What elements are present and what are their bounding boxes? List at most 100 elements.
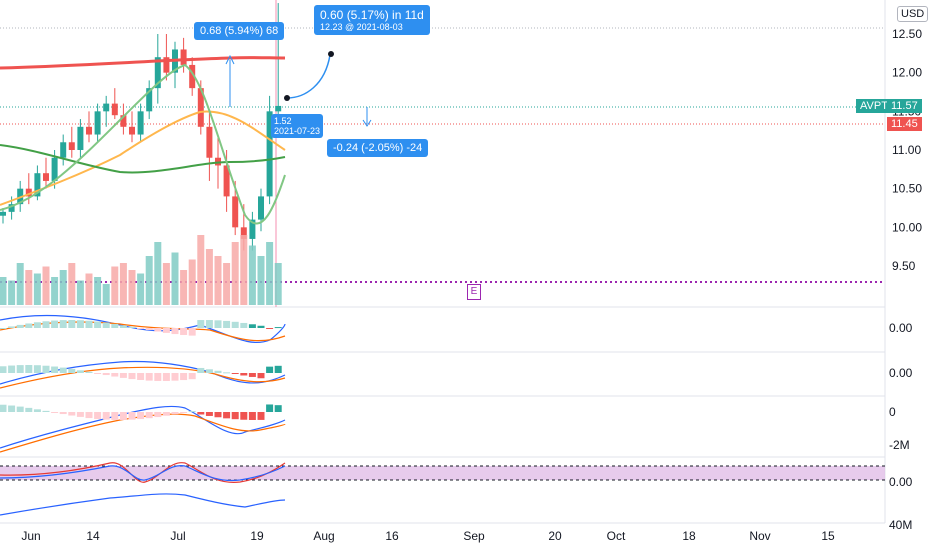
volume-bar [94,277,102,305]
histogram-bar [102,412,110,420]
histogram-bar [119,412,127,420]
histogram-bar [231,321,239,328]
histogram-bar [171,373,179,381]
histogram-bar [162,412,170,416]
histogram-bar [85,412,93,419]
time-tick-label: Sep [463,529,485,543]
symbol-label: AVPT [860,100,888,112]
indicator-tick-label: 0.00 [889,475,913,489]
histogram-bar [8,405,16,412]
ma-red-line [0,56,286,70]
volume-bar [197,235,205,305]
histogram-bar [266,366,274,373]
histogram-bar [0,366,7,373]
histogram-bar [205,412,213,416]
histogram-bar [16,365,24,373]
volume-bar [205,249,213,305]
candle [94,103,101,143]
ma-orange-line [0,110,286,206]
histogram-bar [248,373,256,377]
histogram-bar [33,322,41,328]
time-axis[interactable]: Jun 14 Jul 19 Aug 16 Sep 20 Oct 18 Nov 15 [21,529,835,543]
time-tick-label: 15 [821,529,835,543]
volume-bar [171,252,179,305]
histogram-bar [214,412,222,418]
candle [189,57,196,96]
histogram-bar [59,320,67,328]
histogram-bar [266,404,274,412]
crosshair-line1: 1.52 [274,116,292,126]
time-tick-label: 20 [548,529,562,543]
volume-bar [76,280,84,305]
histogram-bar [85,320,93,328]
histogram-bar [51,320,59,328]
histogram-bar [111,373,119,377]
time-tick-label: Nov [749,529,770,543]
volume-bar [180,270,188,305]
candle [206,111,213,181]
crosshair-label: 1.52 2021-07-23 [271,114,324,138]
volume-bar [128,270,136,305]
volume-bar [248,245,256,305]
volume-bar [111,266,119,305]
histogram-bar [25,323,33,328]
crosshair-line2: 2021-07-23 [274,126,321,136]
candle [163,34,170,81]
rsi-band [0,466,885,480]
volume-bar [240,235,248,305]
histogram-bar [188,328,196,336]
histogram-bar [257,325,265,328]
volume-bar [8,280,16,305]
time-tick-label: 19 [250,529,264,543]
candle [129,111,135,143]
macd-histograms [0,320,282,420]
histogram-bar [145,412,153,419]
histogram-bar [42,365,50,373]
currency-label[interactable]: USD [897,6,929,22]
earnings-marker[interactable]: E [467,284,481,300]
candle [43,157,49,189]
measure-up-line1: 0.60 (5.17%) in 11d [320,8,424,22]
volume-bar [266,242,274,305]
secondary-price-tag: 11.45 [887,117,922,131]
histogram-bar [85,371,93,373]
price-tick-label: 12.00 [892,66,922,80]
histogram-bar [180,373,188,381]
time-tick-label: Jul [170,529,185,543]
volume-bar [188,259,196,305]
candle [86,111,92,143]
indicator-tick-label: 0.00 [889,321,913,335]
histogram-bar [137,412,145,420]
histogram-bar [102,373,110,376]
histogram-bar [257,412,265,420]
histogram-bar [231,373,239,374]
volume-ma-line [0,493,286,516]
measure-up-line2: 12.23 @ 2021-08-03 [320,22,403,32]
histogram-bar [180,412,188,413]
candle [103,95,110,127]
candle [60,134,67,166]
time-tick-label: 14 [86,529,100,543]
histogram-bar [51,412,59,413]
histogram-bar [16,324,24,328]
candle [120,103,127,135]
histogram-bar [128,373,136,380]
histogram-bar [257,373,265,379]
histogram-bar [180,328,188,335]
candle [249,211,256,251]
candlestick-series [0,3,282,251]
macd-pane-3 [0,405,286,453]
rsi-line-2 [0,465,286,482]
histogram-bar [137,328,145,329]
histogram-bar [51,366,59,373]
histogram-bar [240,373,248,376]
histogram-bar [59,412,67,415]
forecast-curve [286,54,331,99]
volume-bar [68,263,76,305]
candle [146,80,153,120]
volume-bar [25,270,33,305]
time-tick-label: Jun [21,529,40,543]
histogram-bar [68,320,76,328]
